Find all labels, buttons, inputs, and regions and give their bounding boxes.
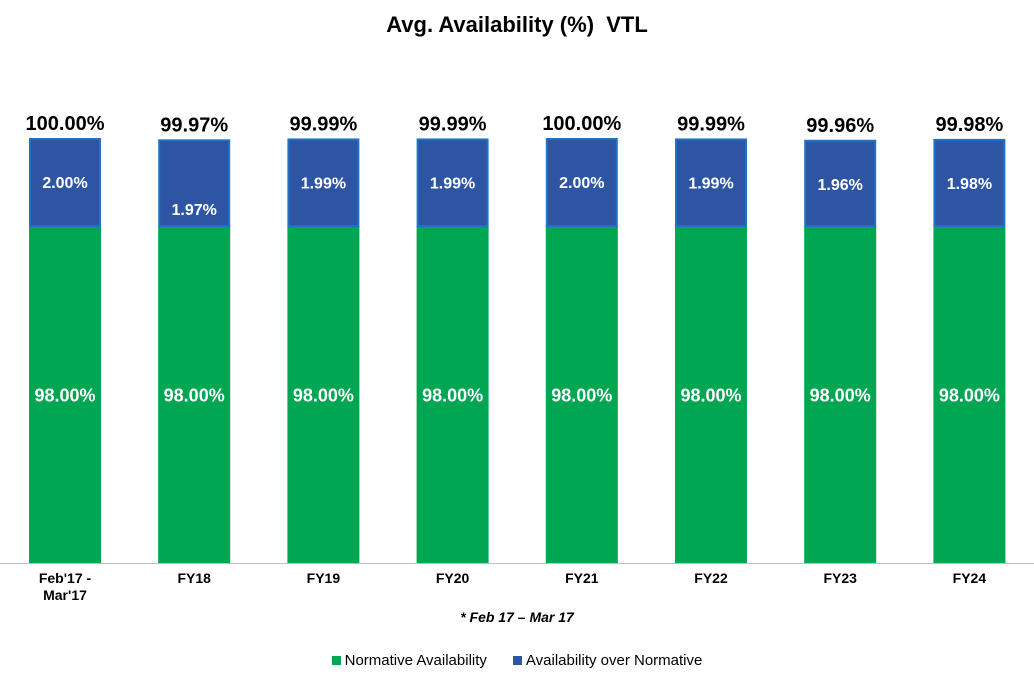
bar-normative [545,226,618,563]
data-label-over-normative: 1.98% [947,176,992,193]
bar-over-normative [545,138,618,227]
data-label-normative: 98.00% [34,386,95,406]
data-label-normative: 98.00% [939,386,1000,406]
bar-over-normative [933,138,1006,228]
x-tick-label: FY20 [436,570,470,586]
data-label-over-normative: 1.99% [430,175,475,192]
bar-normative [933,226,1006,563]
bar-normative [287,226,360,563]
bar-over-normative [158,139,231,228]
bar-over-normative [675,138,747,227]
legend-label-normative: Normative Availability [344,652,487,669]
data-label-normative: 98.00% [293,386,354,406]
data-label-total: 99.97% [160,114,228,136]
x-tick-label: Feb'17 - [39,570,92,586]
bar-over-normative [29,138,101,227]
x-tick-label: FY23 [823,570,857,586]
x-tick-label: Mar'17 [43,587,87,603]
data-label-total: 99.99% [289,113,357,135]
data-label-over-normative: 1.97% [172,202,217,219]
bar-over-normative [416,138,489,227]
x-tick-label: FY22 [694,570,728,586]
data-label-normative: 98.00% [680,386,741,406]
data-label-over-normative: 1.96% [818,177,863,194]
bar-normative [29,226,101,563]
bar-normative [804,226,877,563]
chart-footnote: * Feb 17 – Mar 17 [460,609,574,625]
data-label-normative: 98.00% [164,386,225,406]
chart-legend: Normative Availability Availability over… [0,652,1034,669]
x-tick-label: FY18 [177,570,211,586]
data-label-total: 99.99% [677,113,745,135]
bar-normative [675,226,747,563]
bar-normative [158,226,231,563]
data-label-normative: 98.00% [551,386,612,406]
legend-swatch-normative [331,656,341,665]
chart-title: Avg. Availability (%) VTL [386,12,648,37]
data-label-total: 100.00% [26,113,105,135]
data-label-over-normative: 2.00% [42,175,87,192]
legend-swatch-over-normative [512,656,522,665]
data-label-over-normative: 1.99% [301,175,346,192]
data-label-total: 100.00% [542,113,621,135]
legend-item-normative: Normative Availability [331,652,487,669]
data-label-over-normative: 1.99% [688,175,733,192]
legend-item-over-normative: Availability over Normative [512,652,703,669]
data-label-total: 99.99% [419,113,487,135]
bar-over-normative [287,138,360,227]
data-label-total: 99.96% [806,115,874,137]
x-tick-label: FY21 [565,570,599,586]
bar-normative [416,226,489,563]
data-label-over-normative: 2.00% [559,175,604,192]
legend-label-over-normative: Availability over Normative [525,652,703,669]
data-label-total: 99.98% [935,114,1003,136]
x-tick-label: FY19 [307,570,341,586]
data-label-normative: 98.00% [422,386,483,406]
x-tick-label: FY24 [953,570,987,586]
bar-over-normative [804,139,877,227]
data-label-normative: 98.00% [810,386,871,406]
